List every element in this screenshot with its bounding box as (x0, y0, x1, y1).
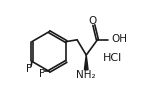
Text: O: O (88, 16, 97, 26)
Text: OH: OH (111, 34, 127, 44)
Text: NH₂: NH₂ (76, 70, 96, 80)
Polygon shape (84, 55, 88, 70)
Text: F: F (26, 64, 32, 74)
Text: F: F (39, 69, 45, 79)
Text: HCl: HCl (103, 53, 122, 63)
